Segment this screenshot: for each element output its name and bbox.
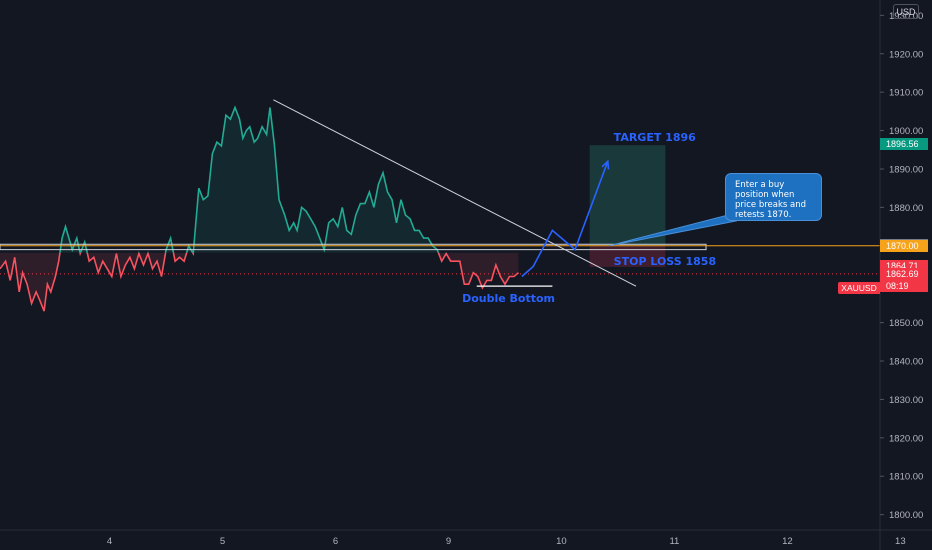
y-tick-label: 1850.00 <box>889 318 923 329</box>
support-band <box>0 243 707 251</box>
price-tag-value: 1864.71 <box>886 261 919 272</box>
y-tick-label: 1900.00 <box>889 126 923 137</box>
x-tick-label: 13 <box>895 536 906 547</box>
symbol-tag: XAUUSD <box>838 282 880 294</box>
y-tick-label: 1910.00 <box>889 88 923 99</box>
y-tick-label: 1880.00 <box>889 203 923 214</box>
price-line-up <box>59 105 447 253</box>
y-tick-label: 1890.00 <box>889 164 923 175</box>
stop-loss-label: STOP LOSS 1858 <box>614 255 716 268</box>
trade-zones <box>589 145 666 267</box>
projection-path <box>521 161 609 278</box>
price-tag-value: 1870.00 <box>886 240 919 251</box>
x-tick-label: 4 <box>107 536 112 547</box>
price-tag-value: 1862.69 <box>886 268 919 279</box>
stop-zone <box>589 245 666 267</box>
y-tick-label: 1930.00 <box>889 11 923 22</box>
y-tick-label: 1820.00 <box>889 433 923 444</box>
drawings[interactable]: TARGET 1896 STOP LOSS 1858 Double Bottom <box>0 99 880 305</box>
y-tick-label: 1810.00 <box>889 472 923 483</box>
area-below-baseline <box>0 252 519 312</box>
time-axis[interactable]: 4 5 6 9 10 11 12 13 <box>0 529 932 547</box>
x-tick-label: 10 <box>556 536 567 547</box>
x-tick-label: 5 <box>220 536 225 547</box>
x-tick-label: 6 <box>333 536 338 547</box>
price-tag: 1862.69 08:19 <box>880 267 928 292</box>
x-tick-label: 11 <box>669 536 679 547</box>
price-series <box>0 105 880 312</box>
pattern-label: Double Bottom <box>462 292 555 305</box>
price-tag: 1896.56 <box>880 137 928 150</box>
y-tick-label: 1920.00 <box>889 49 923 60</box>
price-tag: 1870.00 <box>880 239 928 252</box>
projection-arrowhead <box>601 159 610 170</box>
y-tick-label: 1800.00 <box>889 510 923 521</box>
price-tag-value: 1896.56 <box>886 138 919 149</box>
target-label: TARGET 1896 <box>614 131 696 144</box>
x-tick-label: 9 <box>446 536 451 547</box>
area-above-baseline <box>0 107 519 253</box>
y-tick-label: 1830.00 <box>889 395 923 406</box>
trade-callout[interactable]: Enter a buy position when price breaks a… <box>725 173 822 221</box>
price-tag-countdown: 08:19 <box>886 280 909 291</box>
currency-badge[interactable]: USD <box>893 4 919 19</box>
trendline <box>273 99 637 287</box>
x-tick-label: 12 <box>782 536 793 547</box>
y-tick-label: 1840.00 <box>889 357 923 368</box>
target-zone <box>589 145 666 246</box>
